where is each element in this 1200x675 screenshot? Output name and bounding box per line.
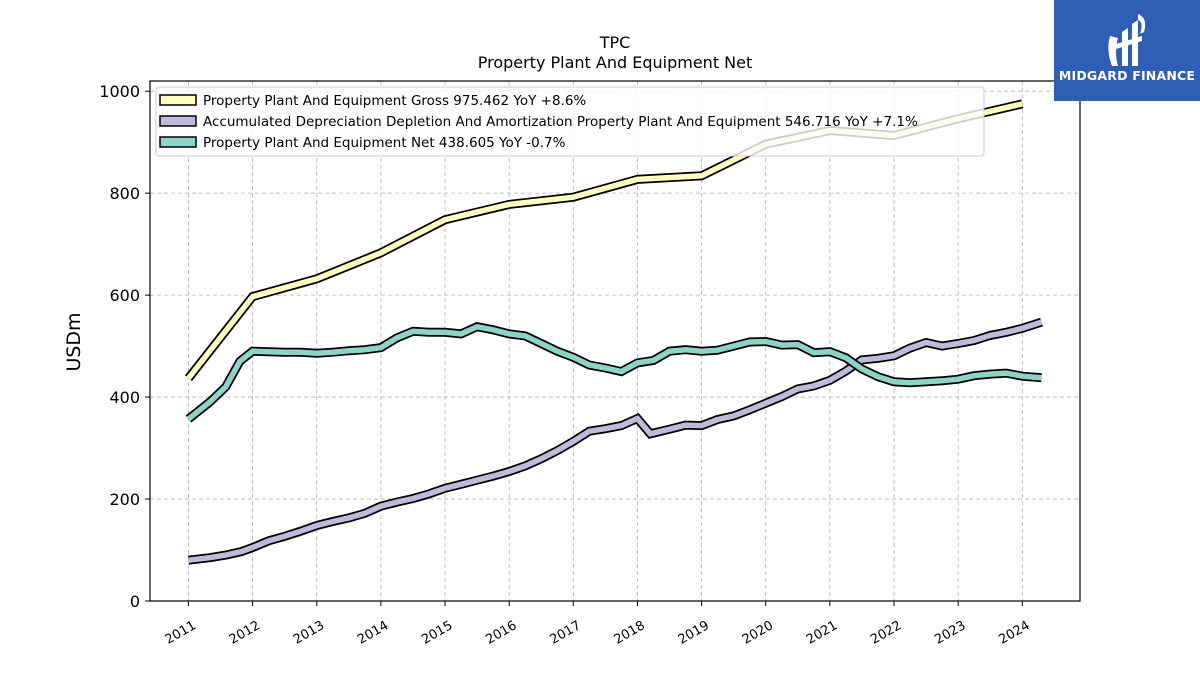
- x-tick-label: 2020: [740, 618, 776, 648]
- legend-label: Accumulated Depreciation Depletion And A…: [203, 114, 918, 130]
- y-tick-label: 1000: [99, 82, 140, 101]
- y-axis: 0 200 400 600 800 1000: [99, 82, 150, 611]
- legend-label: Property Plant And Equipment Net 438.605…: [203, 135, 566, 151]
- legend: Property Plant And Equipment Gross 975.4…: [155, 86, 985, 157]
- x-tick-label: 2019: [676, 618, 712, 648]
- x-tick-label: 2013: [291, 618, 327, 648]
- chart-subtitle: Property Plant And Equipment Net: [478, 53, 753, 72]
- plot-frame: [149, 80, 1081, 602]
- legend-swatch: [159, 94, 197, 106]
- x-tick-label: 2016: [483, 618, 519, 648]
- legend-item: Accumulated Depreciation Depletion And A…: [159, 114, 918, 130]
- x-tick-label: 2011: [163, 618, 199, 648]
- legend-label: Property Plant And Equipment Gross 975.4…: [203, 93, 586, 109]
- logo-text: MIDGARD FINANCE: [1058, 68, 1196, 83]
- legend-item: Property Plant And Equipment Gross 975.4…: [159, 93, 586, 109]
- x-axis: 2011 2012 2013 2014 2015 2016 2017 2018 2019 2020…: [163, 601, 1033, 648]
- legend-item: Property Plant And Equipment Net 438.605…: [159, 135, 566, 151]
- brand-logo: MIDGARD FINANCE: [1054, 0, 1200, 101]
- series-line-3: [185, 322, 1042, 423]
- x-tick-label: 2022: [868, 618, 904, 648]
- x-tick-label: 2024: [996, 618, 1032, 648]
- grid: [150, 81, 1080, 602]
- logo-mark-icon: [1108, 14, 1146, 66]
- x-tick-label: 2015: [419, 618, 455, 648]
- x-tick-label: 2018: [612, 618, 648, 648]
- y-tick-label: 0: [130, 592, 140, 611]
- x-tick-label: 2014: [355, 618, 391, 648]
- y-tick-label: 800: [109, 184, 140, 203]
- x-tick-label: 2017: [547, 618, 583, 648]
- x-tick-label: 2012: [227, 618, 263, 648]
- y-tick-label: 600: [109, 286, 140, 305]
- y-tick-label: 200: [109, 490, 140, 509]
- x-tick-label: 2021: [804, 618, 840, 648]
- y-tick-label: 400: [109, 388, 140, 407]
- legend-swatch: [159, 136, 197, 148]
- x-tick-label: 2023: [932, 618, 968, 648]
- series-line-2: [187, 317, 1043, 565]
- legend-swatch: [159, 115, 197, 127]
- legend-box: [155, 86, 985, 157]
- y-axis-label: USDm: [63, 312, 85, 371]
- series-layer: [184, 99, 1043, 565]
- chart-title: TPC: [599, 33, 631, 52]
